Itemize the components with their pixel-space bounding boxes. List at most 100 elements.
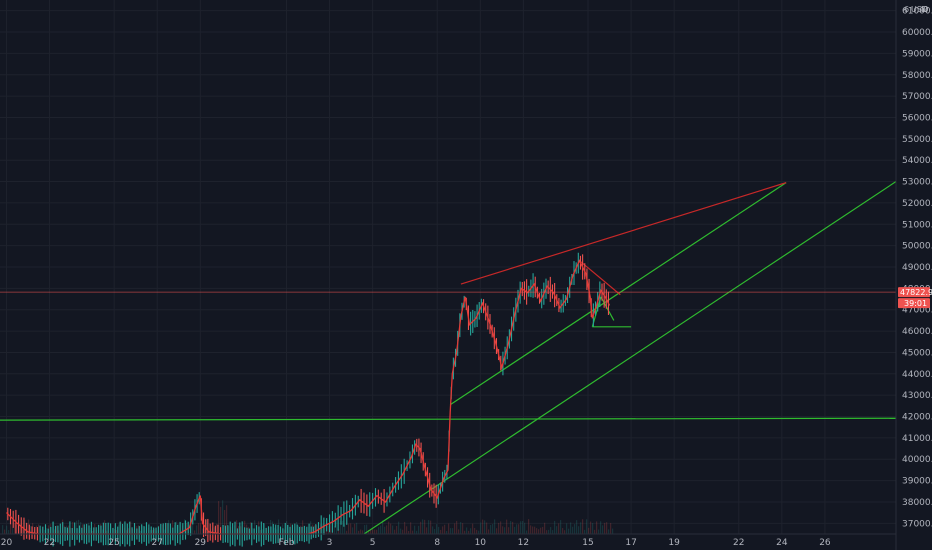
volume-bar [330,523,332,534]
time-tick-label: 26 [819,538,831,548]
volume-bar [524,522,526,534]
volume-bar [482,519,484,534]
volume-bar [530,525,532,534]
volume-bar [104,520,106,534]
volume-bar [582,519,584,534]
volume-bar [204,527,206,534]
price-tick-label: 40000.00 [902,455,932,465]
volume-bar [446,530,448,534]
volume-bar [58,530,60,534]
volume-bar [504,527,506,534]
volume-bar [168,520,170,534]
price-axis[interactable]: 37000.00 38000.00 39000.00 40000.00 41000.00… [895,0,932,550]
trend-line [600,296,615,321]
volume-bar [164,529,166,534]
volume-bar [2,525,4,534]
volume-bar [550,527,552,534]
volume-bar [554,520,556,534]
volume-bar [488,529,490,534]
volume-bar [276,529,278,534]
trend-line [579,260,621,296]
volume-bar [346,530,348,534]
volume-bar [334,525,336,534]
volume-bar [438,526,440,534]
volume-bar [366,524,368,534]
price-tick-label: 51000.00 [902,220,932,230]
volume-bar [200,522,202,534]
time-tick-label: 15 [582,538,593,548]
volume-bar [372,529,374,534]
time-axis[interactable]: 20 22 25 27 29 Feb 3 5 8 10 12 15 17 19 22 24 26 [0,533,896,548]
volume-bar [436,524,438,534]
volume-bar [4,529,6,534]
volume-bar [360,529,362,534]
time-tick-label: 17 [625,538,636,548]
volume-bar [508,527,510,534]
volume-bar [406,526,408,534]
volume-bar [534,526,536,534]
volume-bar [368,529,370,534]
volume-bar [558,523,560,534]
trend-lines[interactable] [0,181,897,535]
volume-bar [400,528,402,534]
volume-bar [24,519,26,534]
time-tick-label: 10 [475,538,487,548]
volume-bar [214,527,216,534]
volume-bar [484,520,486,534]
volume-bar [452,528,454,534]
header-currency-text: USD [911,5,928,14]
volume-bar [586,519,588,534]
volume-bar [156,530,158,534]
volume-bar [578,526,580,534]
volume-bar [174,525,176,534]
time-tick-label: Feb [278,538,294,548]
countdown-badge-value: 39:01 [904,299,927,308]
trend-line [0,417,897,421]
volume-bar [460,522,462,534]
volume-bar [382,520,384,534]
volume-bar [378,527,380,534]
grid-lines [0,0,896,534]
volume-bar [576,520,578,534]
volume-bar [310,521,312,534]
volume-bar [54,529,56,534]
volume-bar [172,520,174,534]
volume-bar [518,524,520,534]
price-badge-bg [898,287,930,298]
volume-bar [490,524,492,534]
volume-bar [612,528,614,534]
price-tick-label: 47000.00 [902,306,932,316]
volume-bar [66,525,68,534]
volume-bar [316,525,318,534]
volume-bar [592,523,594,534]
volume-bar [506,519,508,534]
volume-bar [590,521,592,534]
price-tick-label: 54000.00 [902,156,932,166]
volume-bar [472,523,474,534]
volume-bar [414,525,416,534]
volume-bar [328,525,330,534]
price-tick-label: 50000.00 [902,242,932,252]
price-tick-label: 55000.00 [902,135,932,145]
volume-bar [430,520,432,534]
volume-bar [68,525,70,534]
volume-bar [408,530,410,534]
volume-bar [486,522,488,534]
time-tick-label: 22 [733,538,744,548]
volume-bar [604,522,606,534]
moving-average-line [6,259,611,535]
volume-bar [536,528,538,534]
volume-bar [82,524,84,534]
volume-bar [512,521,514,534]
volume-bar [426,527,428,534]
volume-bar [380,525,382,534]
time-tick-label: 3 [327,538,333,548]
volume-bar [574,524,576,534]
volume-bar [476,529,478,534]
volume-bar [300,525,302,534]
volume-bar [456,520,458,534]
volume-bar [478,530,480,534]
volume-bar [580,522,582,534]
